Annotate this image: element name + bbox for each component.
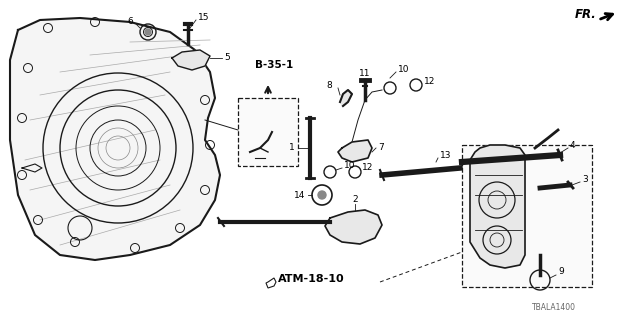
Text: 15: 15	[198, 13, 209, 22]
FancyBboxPatch shape	[462, 145, 592, 287]
Text: 1: 1	[289, 143, 295, 153]
Polygon shape	[172, 50, 210, 70]
Text: ATM-18-10: ATM-18-10	[278, 274, 344, 284]
Text: 3: 3	[582, 175, 588, 185]
Polygon shape	[325, 210, 382, 244]
Text: 12: 12	[362, 164, 373, 172]
Text: 8: 8	[326, 81, 332, 90]
FancyBboxPatch shape	[238, 98, 298, 166]
Text: 2: 2	[352, 196, 358, 204]
Text: 6: 6	[127, 18, 133, 27]
Polygon shape	[470, 145, 525, 268]
Circle shape	[145, 29, 151, 35]
Text: B-35-1: B-35-1	[255, 60, 293, 70]
Text: 12: 12	[424, 77, 435, 86]
Text: 14: 14	[294, 190, 305, 199]
Polygon shape	[338, 140, 372, 162]
Text: 9: 9	[558, 268, 564, 276]
Text: FR.: FR.	[575, 8, 596, 21]
Text: 13: 13	[440, 150, 451, 159]
Polygon shape	[266, 278, 276, 288]
Text: 10: 10	[344, 161, 355, 170]
Text: TBALA1400: TBALA1400	[532, 303, 576, 312]
Text: 7: 7	[378, 143, 384, 153]
Text: 4: 4	[570, 140, 575, 149]
Polygon shape	[10, 18, 220, 260]
Text: 10: 10	[398, 66, 410, 75]
Circle shape	[318, 191, 326, 199]
Polygon shape	[340, 90, 352, 106]
Text: 5: 5	[224, 53, 230, 62]
Text: 11: 11	[359, 69, 371, 78]
